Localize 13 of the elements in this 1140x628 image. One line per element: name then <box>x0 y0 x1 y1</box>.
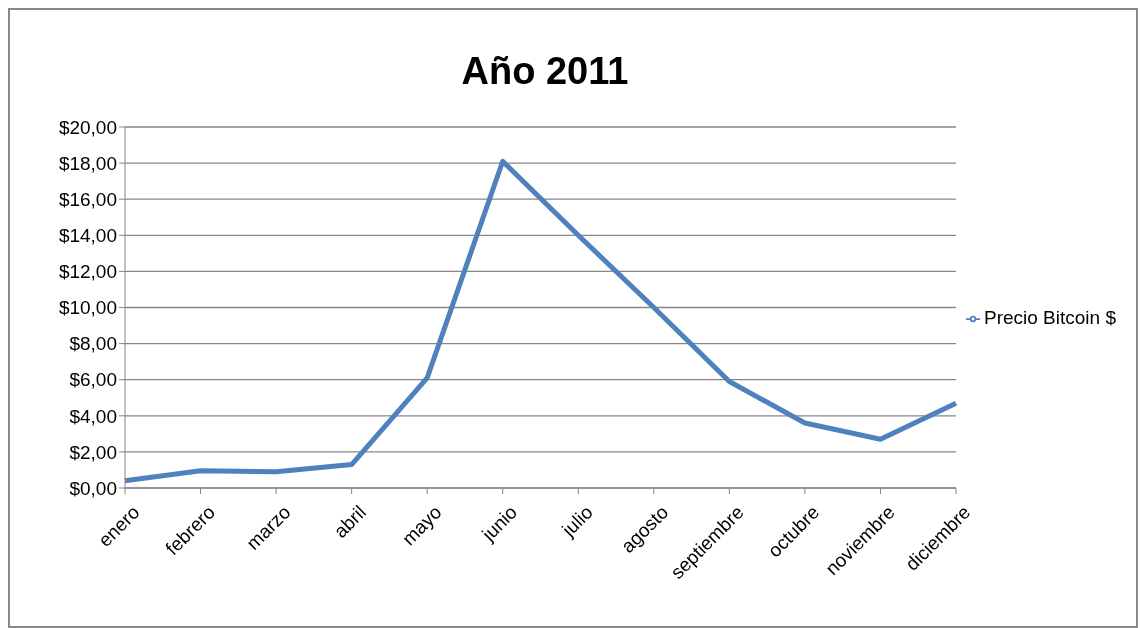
y-tick-label: $2,00 <box>69 441 117 463</box>
y-tick-label: $0,00 <box>69 477 117 499</box>
y-tick-label: $4,00 <box>69 405 117 427</box>
y-tick-label: $10,00 <box>58 297 117 319</box>
y-tick-label: $8,00 <box>69 333 117 355</box>
y-tick-label: $20,00 <box>58 116 117 138</box>
y-tick-label: $16,00 <box>58 188 117 210</box>
chart-title: Año 2011 <box>460 50 630 93</box>
y-tick-label: $14,00 <box>58 225 117 247</box>
y-tick-label: $12,00 <box>58 261 117 283</box>
legend-label: Precio Bitcoin $ <box>983 307 1116 328</box>
y-tick-label: $18,00 <box>58 152 117 174</box>
y-tick-label: $6,00 <box>69 369 117 391</box>
